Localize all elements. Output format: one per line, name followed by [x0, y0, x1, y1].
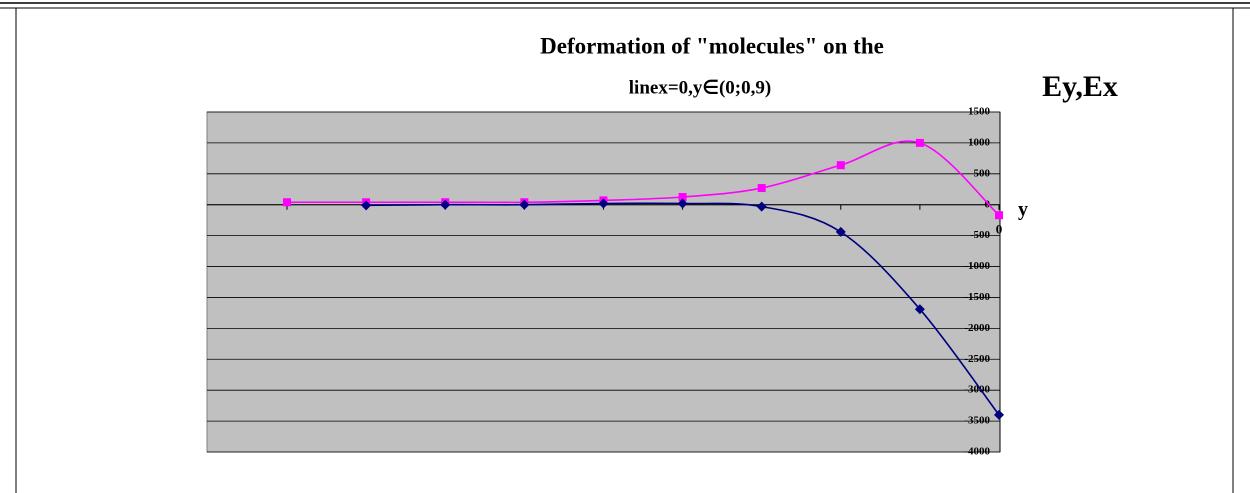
- marker: [283, 198, 291, 207]
- x-axis-label: y: [1018, 199, 1028, 221]
- marker: [756, 201, 767, 212]
- y-tick-label: 1500: [968, 106, 991, 118]
- chart-subtitle: linex=0,y∈(0;0,9): [629, 77, 771, 98]
- y-tick-label: 1000: [968, 136, 991, 148]
- chart-title: Deformation of "molecules" on the: [540, 33, 884, 58]
- marker: [915, 138, 924, 147]
- y-tick-label: -1500: [964, 291, 990, 303]
- y-axis-label: Ey,Ex: [1042, 70, 1118, 103]
- marker: [440, 199, 451, 210]
- y-tick-label: -4000: [964, 446, 990, 458]
- y-tick-label: -500: [970, 229, 991, 241]
- marker: [361, 200, 372, 211]
- marker: [994, 409, 1004, 420]
- y-tick-label: -2500: [964, 353, 990, 365]
- x-tick-label: 0: [996, 222, 1003, 237]
- y-tick-label: -1000: [964, 260, 990, 272]
- series-line: [366, 202, 1000, 416]
- marker: [757, 184, 766, 193]
- plot-area: [206, 111, 1001, 453]
- marker: [677, 198, 688, 209]
- marker: [914, 304, 925, 315]
- marker: [678, 193, 687, 201]
- y-tick-label: -2000: [964, 322, 990, 334]
- marker: [995, 211, 1003, 220]
- y-tick-label: 500: [974, 167, 991, 179]
- y-tick-label: -3500: [964, 415, 990, 427]
- marker: [836, 161, 845, 170]
- series-line: [287, 140, 1000, 216]
- marker: [835, 226, 846, 237]
- marker: [519, 199, 530, 210]
- marker: [598, 198, 609, 209]
